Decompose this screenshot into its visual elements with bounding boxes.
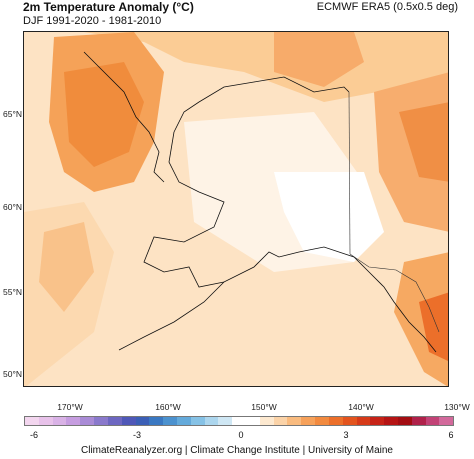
lat-label-65: 65°N: [3, 109, 22, 119]
colorbar-swatch: [397, 417, 412, 425]
colorbar-swatch: [25, 417, 39, 425]
colorbar-swatch: [246, 417, 260, 425]
colorbar-swatch: [176, 417, 191, 425]
lon-label-160w: 160°W: [155, 402, 181, 412]
colorbar-swatch: [107, 417, 122, 425]
chart-subtitle: DJF 1991-2020 - 1981-2010: [23, 15, 162, 27]
colorbar-swatch: [121, 417, 136, 425]
chart-title: 2m Temperature Anomaly (°C): [23, 0, 194, 14]
colorbar-tick-3: 3: [343, 430, 349, 440]
chukotka-coast: [83, 51, 165, 183]
lat-label-55: 55°N: [3, 287, 22, 297]
colorbar-swatch: [163, 417, 177, 425]
alaska-canada-border: [348, 91, 351, 255]
anomaly-map: [23, 31, 449, 387]
lat-label-60: 60°N: [3, 202, 22, 212]
colorbar-swatch: [218, 417, 233, 425]
colorbar-swatch: [190, 417, 205, 425]
map-canvas: [24, 32, 448, 386]
colorbar-swatch: [232, 417, 246, 425]
colorbar-swatch: [411, 417, 426, 425]
colorbar-swatch: [94, 417, 108, 425]
lon-label-150w: 150°W: [251, 402, 277, 412]
colorbar-swatch: [66, 417, 81, 425]
lon-label-170w: 170°W: [57, 402, 83, 412]
colorbar-swatch: [342, 417, 357, 425]
colorbar-swatch: [384, 417, 398, 425]
colorbar-swatch: [149, 417, 164, 425]
colorbar-tick-6: 6: [448, 430, 454, 440]
neutral-anomaly-interior: [274, 172, 384, 262]
panhandle-border: [349, 253, 440, 333]
colorbar-swatch: [135, 417, 150, 425]
strong-anomaly-chukotka: [64, 62, 144, 167]
colorbar-swatch: [52, 417, 67, 425]
colorbar-swatch: [439, 417, 454, 425]
borders: [348, 91, 440, 333]
colorbar-swatch: [273, 417, 288, 425]
colorbar-swatch: [356, 417, 371, 425]
colorbar-tick-neg3: -3: [132, 430, 142, 440]
warm-anomaly-north-alaska: [274, 32, 364, 87]
colorbar-swatch: [80, 417, 95, 425]
colorbar-tick-neg6: -6: [29, 430, 39, 440]
colorbar-swatch: [38, 417, 53, 425]
footer-credit: ClimateReanalyzer.org | Climate Change I…: [81, 445, 393, 456]
lon-label-130w: 130°W: [444, 402, 470, 412]
colorbar-swatch: [259, 417, 274, 425]
alaska-peninsula-aleutians: [118, 281, 225, 351]
strong-anomaly-panhandle: [419, 292, 448, 362]
lon-label-140w: 140°W: [348, 402, 374, 412]
colorbar-swatch: [370, 417, 385, 425]
colorbar-swatch: [301, 417, 316, 425]
colorbar-swatch: [287, 417, 302, 425]
data-source-label: ECMWF ERA5 (0.5x0.5 deg): [316, 1, 458, 13]
colorbar-swatch: [425, 417, 440, 425]
colorbar-swatch: [315, 417, 329, 425]
anomaly-bering-inner: [39, 222, 94, 312]
lat-label-50: 50°N: [3, 369, 22, 379]
colorbar: [24, 416, 454, 426]
coastlines: [83, 51, 437, 353]
colorbar-swatch: [328, 417, 343, 425]
strong-anomaly-yukon: [399, 102, 448, 182]
north-alaska-coast: [173, 76, 350, 133]
colorbar-tick-0: 0: [238, 430, 244, 440]
colorbar-swatch: [204, 417, 219, 425]
